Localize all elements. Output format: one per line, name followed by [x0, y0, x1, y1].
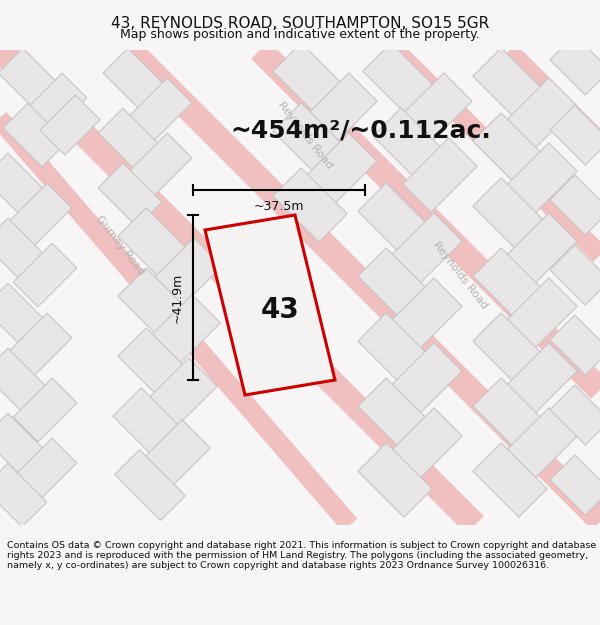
Polygon shape: [388, 343, 462, 417]
Polygon shape: [403, 138, 477, 212]
Polygon shape: [13, 438, 77, 502]
Polygon shape: [148, 238, 222, 312]
Polygon shape: [473, 113, 547, 187]
Polygon shape: [358, 313, 432, 387]
Text: 43, REYNOLDS ROAD, SOUTHAMPTON, SO15 5GR: 43, REYNOLDS ROAD, SOUTHAMPTON, SO15 5GR: [111, 16, 489, 31]
Polygon shape: [115, 449, 185, 521]
Text: Reynolds Road: Reynolds Road: [431, 239, 489, 311]
Polygon shape: [388, 278, 462, 352]
Polygon shape: [303, 73, 377, 147]
Polygon shape: [118, 208, 192, 282]
Polygon shape: [128, 133, 192, 197]
Polygon shape: [473, 313, 547, 387]
Polygon shape: [550, 175, 600, 235]
Polygon shape: [13, 243, 77, 307]
Polygon shape: [0, 218, 47, 282]
Text: 43: 43: [260, 296, 299, 324]
Polygon shape: [273, 43, 347, 117]
Polygon shape: [98, 108, 162, 172]
Polygon shape: [550, 315, 600, 375]
Polygon shape: [273, 103, 347, 177]
Polygon shape: [143, 358, 217, 432]
Polygon shape: [0, 348, 47, 412]
Polygon shape: [8, 183, 72, 247]
Polygon shape: [8, 313, 72, 377]
Polygon shape: [103, 48, 167, 112]
Polygon shape: [13, 378, 77, 442]
Polygon shape: [0, 413, 47, 477]
Polygon shape: [0, 283, 47, 347]
Text: ~37.5m: ~37.5m: [254, 199, 304, 212]
Polygon shape: [550, 385, 600, 445]
Polygon shape: [205, 215, 335, 395]
Polygon shape: [149, 294, 220, 366]
Polygon shape: [388, 213, 462, 287]
Polygon shape: [503, 278, 577, 352]
Polygon shape: [503, 213, 577, 287]
Polygon shape: [358, 248, 432, 322]
Polygon shape: [388, 408, 462, 482]
Polygon shape: [98, 163, 162, 227]
Polygon shape: [550, 245, 600, 305]
Polygon shape: [128, 78, 192, 142]
Text: ~41.9m: ~41.9m: [170, 272, 184, 322]
Polygon shape: [550, 35, 600, 95]
Polygon shape: [473, 178, 547, 252]
Polygon shape: [398, 73, 472, 147]
Polygon shape: [0, 463, 47, 527]
Polygon shape: [550, 455, 600, 515]
Polygon shape: [503, 78, 577, 152]
Polygon shape: [118, 328, 192, 402]
Polygon shape: [118, 268, 192, 342]
Polygon shape: [0, 48, 62, 112]
Polygon shape: [363, 43, 437, 117]
Polygon shape: [303, 133, 377, 207]
Polygon shape: [40, 95, 100, 155]
Polygon shape: [3, 103, 67, 167]
Polygon shape: [358, 443, 432, 517]
Text: Gurney Road: Gurney Road: [94, 214, 146, 276]
Text: ~454m²/~0.112ac.: ~454m²/~0.112ac.: [230, 118, 491, 142]
Polygon shape: [473, 443, 547, 517]
Polygon shape: [473, 378, 547, 452]
Polygon shape: [358, 183, 432, 257]
Polygon shape: [550, 105, 600, 165]
Polygon shape: [473, 248, 547, 322]
Text: Contains OS data © Crown copyright and database right 2021. This information is : Contains OS data © Crown copyright and d…: [7, 541, 596, 571]
Polygon shape: [373, 108, 447, 182]
Text: Reynolds Road: Reynolds Road: [276, 99, 334, 171]
Polygon shape: [503, 408, 577, 482]
Polygon shape: [503, 343, 577, 417]
Polygon shape: [23, 73, 87, 137]
Polygon shape: [503, 143, 577, 217]
Polygon shape: [140, 419, 211, 491]
Polygon shape: [473, 48, 547, 122]
Polygon shape: [358, 378, 432, 452]
Polygon shape: [273, 168, 347, 242]
Polygon shape: [113, 388, 187, 462]
Polygon shape: [0, 153, 47, 217]
Text: Map shows position and indicative extent of the property.: Map shows position and indicative extent…: [120, 28, 480, 41]
